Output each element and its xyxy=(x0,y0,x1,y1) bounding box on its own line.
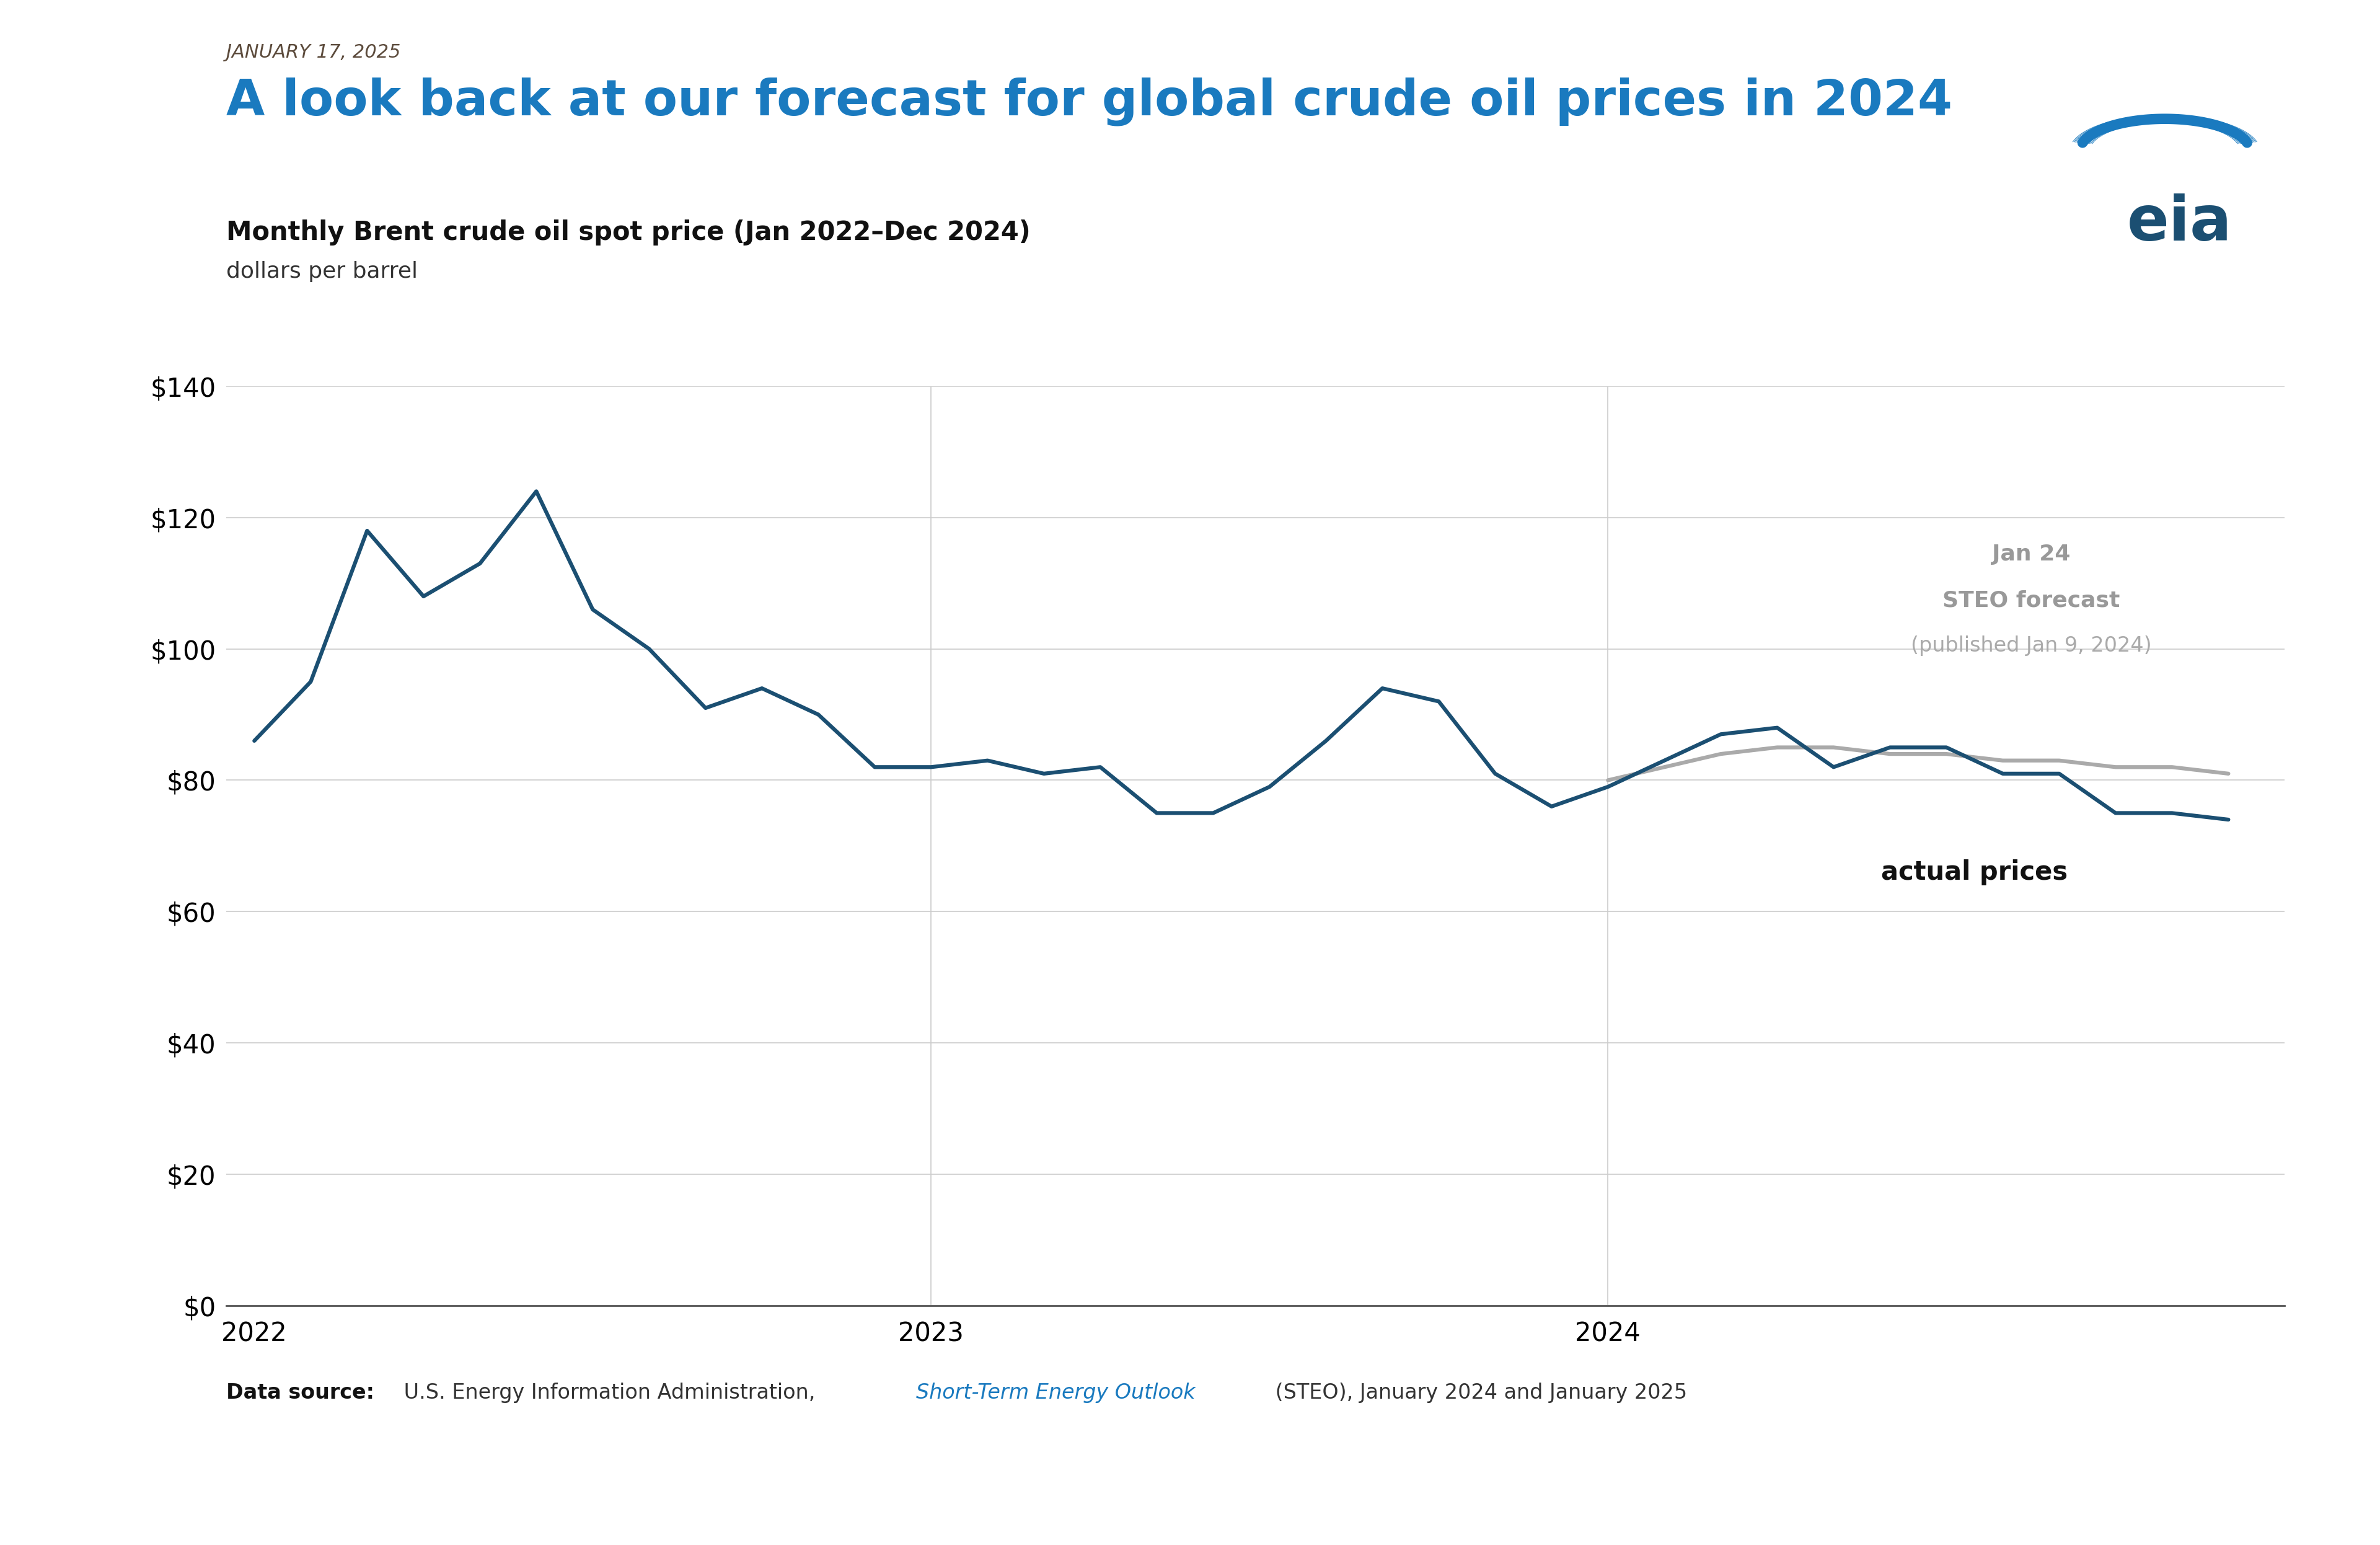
Text: STEO forecast: STEO forecast xyxy=(1942,590,2121,610)
Text: U.S. Energy Information Administration,: U.S. Energy Information Administration, xyxy=(397,1383,821,1403)
Text: JANUARY 17, 2025: JANUARY 17, 2025 xyxy=(226,43,400,62)
Text: Short-Term Energy Outlook: Short-Term Energy Outlook xyxy=(916,1383,1195,1403)
Text: (published Jan 9, 2024): (published Jan 9, 2024) xyxy=(1911,637,2152,657)
Text: Jan 24: Jan 24 xyxy=(1992,544,2071,565)
Text: Data source:: Data source: xyxy=(226,1383,374,1403)
Text: dollars per barrel: dollars per barrel xyxy=(226,261,416,283)
Text: A look back at our forecast for global crude oil prices in 2024: A look back at our forecast for global c… xyxy=(226,77,1952,127)
Text: eia: eia xyxy=(2128,193,2232,253)
Text: Monthly Brent crude oil spot price (Jan 2022–Dec 2024): Monthly Brent crude oil spot price (Jan … xyxy=(226,219,1031,246)
Text: (STEO), January 2024 and January 2025: (STEO), January 2024 and January 2025 xyxy=(1269,1383,1687,1403)
Text: actual prices: actual prices xyxy=(1880,859,2068,885)
